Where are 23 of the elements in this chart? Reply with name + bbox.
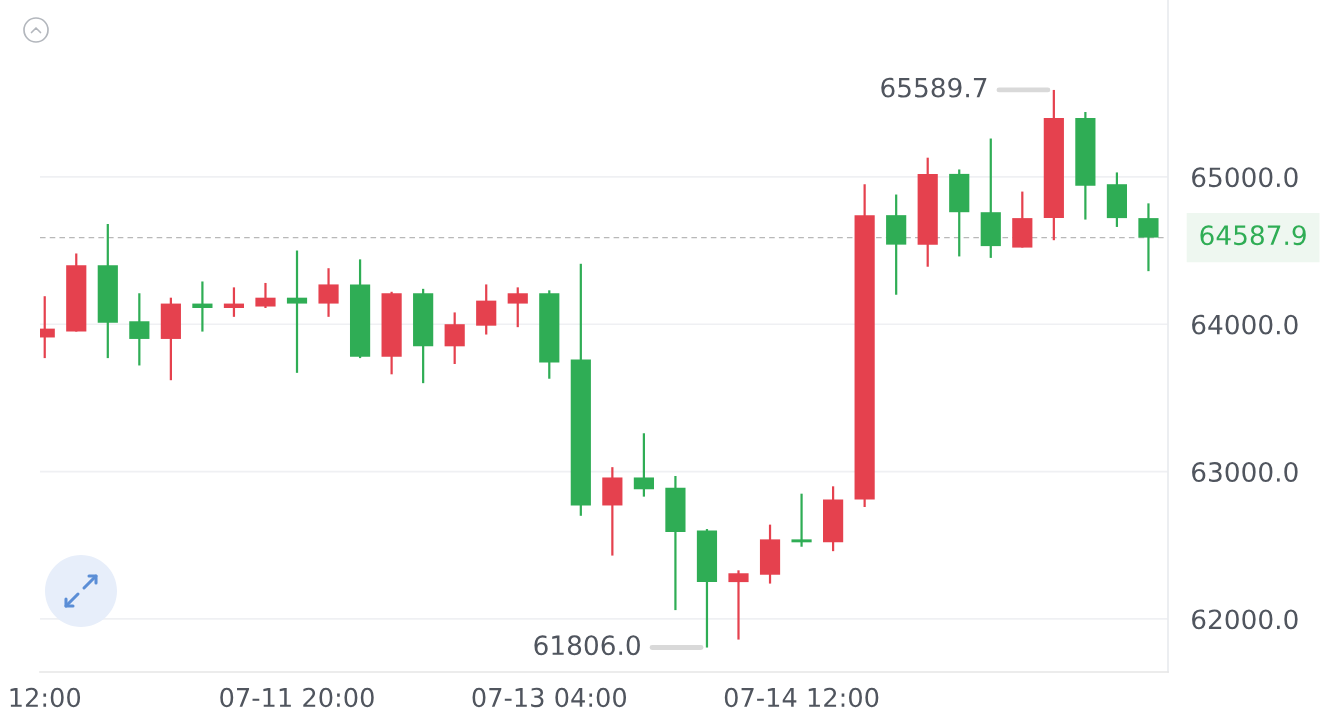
x-tick-label: 07-11 20:00 [220,687,374,708]
y-tick-label: 62000.0 [1192,609,1298,630]
candlestick [507,286,528,329]
y-tick-label: 64000.0 [1192,314,1298,335]
x-tick-label: 07-14 12:00 [724,687,879,708]
candlestick [318,267,339,318]
candlestick [444,311,465,366]
candlestick [791,492,812,548]
y-tick-label: 65000.0 [1192,167,1298,188]
candlestick [286,249,308,374]
candlestick [1138,202,1159,273]
x-tick-label: 12:00 [10,687,81,708]
candlestick [223,286,245,318]
annotation: 65589.7 [881,77,987,98]
ref-line-label: 64587.9 [1200,225,1306,246]
candlestick [129,292,150,367]
annotation: 61806.0 [534,635,640,656]
candlestick [633,432,654,498]
x-tick-label: 07-13 04:00 [472,687,627,708]
candlestick [192,280,213,333]
candlestick [728,569,749,641]
candlestick [255,281,276,310]
y-tick-label: 63000.0 [1192,462,1298,482]
